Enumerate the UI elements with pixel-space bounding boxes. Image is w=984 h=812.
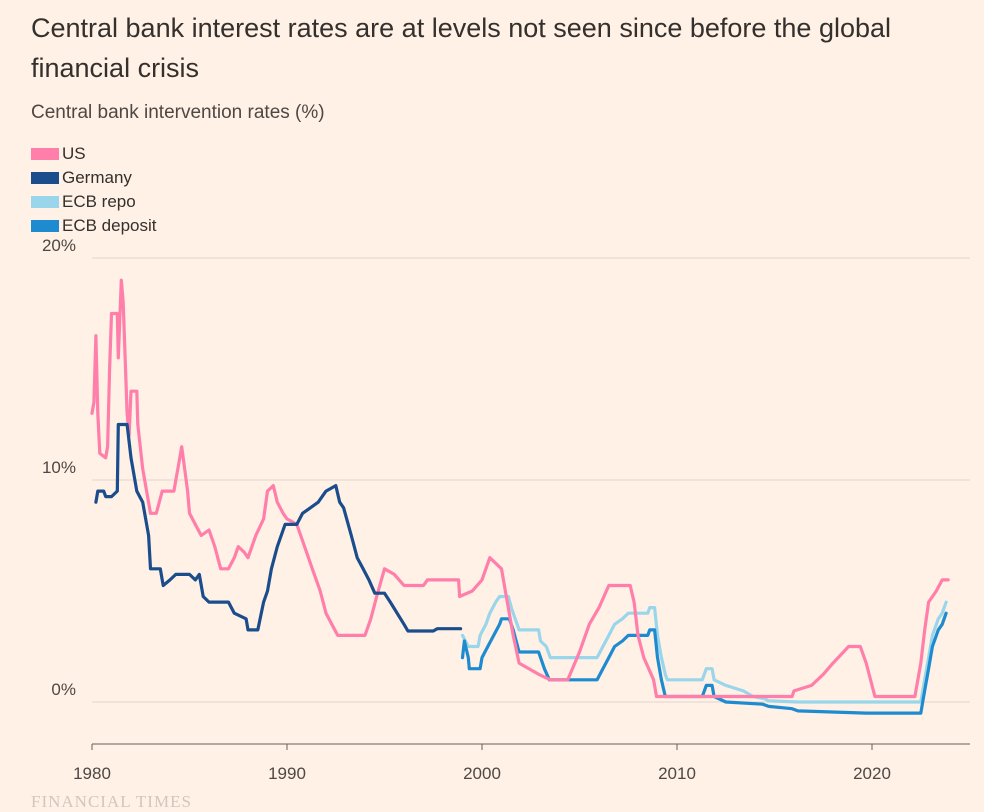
legend-label-germany: Germany [62,168,132,187]
x-tick-label-1990: 1990 [268,764,306,783]
chart-legend: US Germany ECB repo ECB deposit [31,142,157,238]
legend-item-ecb-repo: ECB repo [31,190,157,214]
y-tick-label-10: 10% [42,458,76,477]
legend-item-ecb-deposit: ECB deposit [31,214,157,238]
y-tick-label-20: 20% [42,236,76,255]
legend-label-ecb-deposit: ECB deposit [62,216,157,235]
x-tick-label-2000: 2000 [463,764,501,783]
legend-label-ecb-repo: ECB repo [62,192,136,211]
legend-item-germany: Germany [31,166,157,190]
legend-item-us: US [31,142,157,166]
series-line-germany [94,422,463,633]
x-tick-label-1980: 1980 [73,764,111,783]
y-tick-label-0: 0% [51,680,76,699]
legend-swatch-ecb-repo [31,196,59,208]
chart-subtitle: Central bank intervention rates (%) [31,102,325,123]
series-line-ecb-deposit [460,611,948,715]
legend-swatch-us [31,148,59,160]
x-tick-label-2020: 2020 [853,764,891,783]
source-label: FINANCIAL TIMES [31,792,192,811]
legend-swatch-germany [31,172,59,184]
chart-title: Central bank interest rates are at level… [31,13,892,83]
x-tick-label-2010: 2010 [658,764,696,783]
legend-label-us: US [62,144,86,163]
legend-swatch-ecb-deposit [31,220,59,232]
series-line-us [90,278,950,699]
